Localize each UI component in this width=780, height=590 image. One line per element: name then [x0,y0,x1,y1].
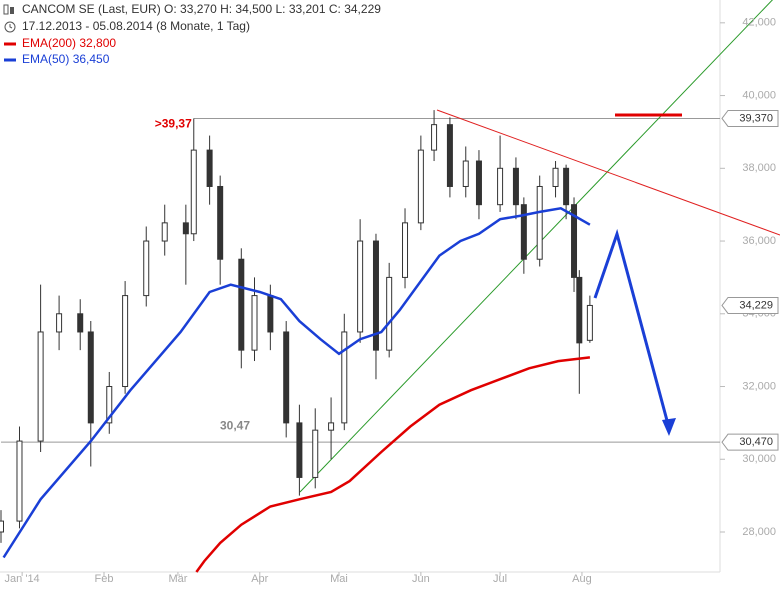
x-tick-label: Aug [572,573,592,585]
legend-entry: EMA(200) 32,800 [22,36,116,50]
candle-body [512,167,519,206]
candle-body [431,124,438,151]
forecast-arrow [593,228,671,429]
x-tick-label: Jun [412,573,430,585]
candle-body [217,185,224,260]
candle-body [475,160,482,206]
candle-body [552,167,559,187]
candle-body [77,313,84,333]
candle-body [0,520,4,533]
candle-body [497,167,504,206]
clock-icon [4,21,16,33]
ema-line [195,356,591,573]
resistance-trendline [436,109,780,236]
candle-body [462,160,469,187]
legend-entry: EMA(50) 36,450 [22,52,110,66]
clock-hand [9,24,13,29]
candle-body [417,149,424,224]
candle-body [267,295,274,333]
candle-body [161,222,168,242]
level-label: 39,370 [739,112,773,124]
candle-body [586,304,593,341]
candle-body [372,240,379,351]
subtitle: 17.12.2013 - 05.08.2014 (8 Monate, 1 Tag… [22,19,250,33]
candle-body [446,124,453,187]
candle-body [238,258,245,351]
candle-body [87,331,94,424]
x-tick-label: Apr [251,573,268,585]
candle-body [251,295,258,351]
y-tick-label: 30,000 [742,453,776,465]
candle-body [357,240,364,333]
candle-body [56,313,63,333]
candle-body [182,222,189,235]
legend-value: 36,450 [73,52,110,66]
x-tick-label: Jul [493,573,507,585]
y-tick-label: 42,000 [742,17,776,29]
arrow-head [662,418,676,436]
candle-body [520,204,527,260]
candle-body [190,149,197,235]
candle-body [341,331,348,424]
candle-icon [10,7,14,14]
level-label: 30,470 [739,436,773,448]
x-tick-label: Mär [168,573,187,585]
candle-body [386,276,393,351]
level-box [721,433,779,451]
candle-body [296,422,303,478]
candle-body [283,331,290,424]
legend-value: 32,800 [79,36,116,50]
legend-name: EMA(200) [22,36,76,50]
ohlc: C: 34,229 [329,2,381,16]
candle-body [402,222,409,278]
candle-body [143,240,150,297]
candle-body [312,429,319,478]
candle-body [571,204,578,278]
y-tick-label: 32,000 [742,380,776,392]
level-note: 30,47 [220,418,250,432]
y-tick-label: 28,000 [742,526,776,538]
level-note: >39,37 [155,117,192,131]
candle-body [37,331,44,442]
header: CANCOM SE (Last, EUR) O: 33,270 H: 34,50… [22,2,381,16]
candle-body [576,276,583,344]
last-price-box [721,296,779,314]
last-price-label: 34,229 [739,299,773,311]
legend-name: EMA(50) [22,52,69,66]
legend: CANCOM SE (Last, EUR) O: 33,270 H: 34,50… [3,2,381,33]
x-tick-label: Feb [95,573,114,585]
y-tick-label: 40,000 [742,89,776,101]
candle-body [206,149,213,187]
candle-body [328,422,335,431]
y-tick-label: 36,000 [742,235,776,247]
x-tick-label: Mai [330,573,348,585]
candle-body [16,440,23,522]
ohlc: H: 34,500 [220,2,272,16]
candle-body [106,386,113,424]
level-box [721,109,779,127]
ema-line [2,206,591,559]
title: CANCOM SE (Last, EUR) [22,2,161,16]
ohlc: L: 33,201 [275,2,325,16]
x-tick-label: Jan '14 [5,573,40,585]
y-tick-label: 38,000 [742,162,776,174]
candle-body [122,295,129,388]
candle-icon [3,4,9,15]
candle-body [536,185,543,260]
candle-body [563,167,570,206]
ohlc: O: 33,270 [164,2,217,16]
